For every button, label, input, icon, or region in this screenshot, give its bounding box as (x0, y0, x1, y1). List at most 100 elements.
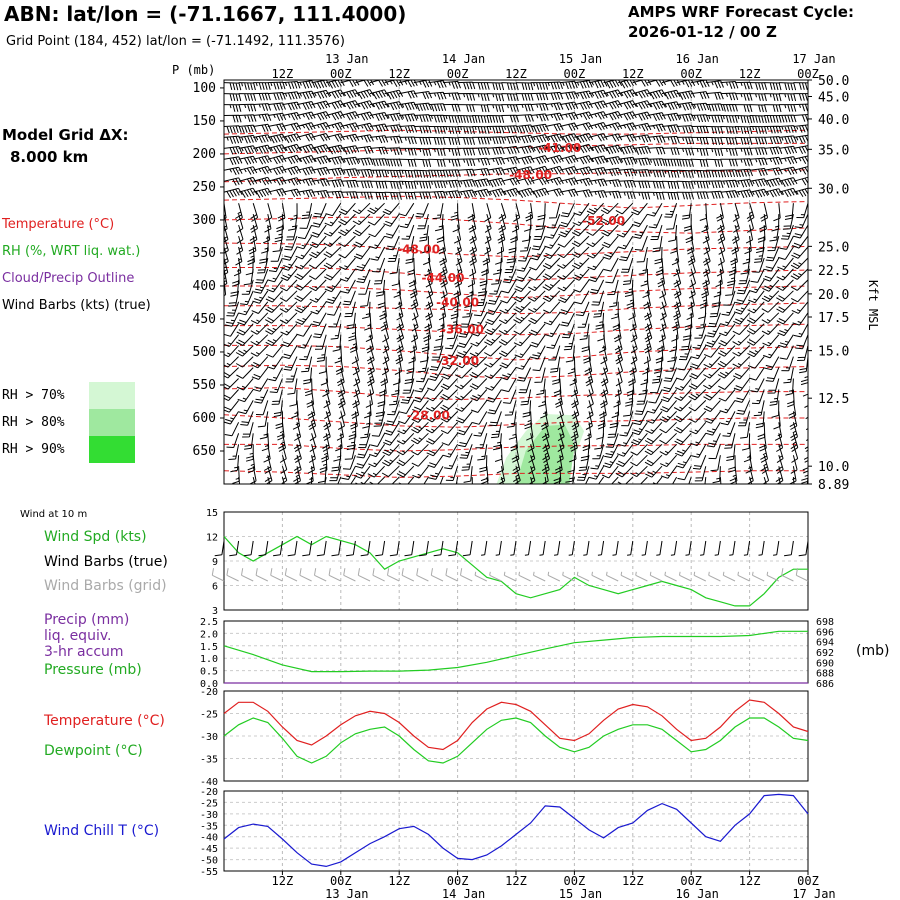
wind-barb (472, 411, 488, 425)
wind-chill-panel: -55-50-45-40-35-30-25-20 (200, 787, 809, 878)
wind-barb (630, 443, 648, 456)
wind-barb (399, 191, 417, 200)
wind-barb (340, 191, 359, 200)
temperature-contour-label: -48.00 (397, 243, 440, 257)
wind-barb (586, 224, 604, 236)
wind-barb (340, 168, 359, 177)
wind-barb (309, 246, 327, 259)
wind-barb (670, 236, 678, 254)
wind-barb (757, 422, 766, 441)
wind-barb (789, 411, 798, 430)
wind-barb (752, 571, 765, 582)
wind-barb (352, 213, 371, 226)
value-tick-label: 3 (212, 606, 218, 617)
height-tick-label: 15.0 (818, 345, 849, 360)
wind-barb (659, 279, 667, 299)
wind-barb (536, 378, 546, 396)
wind-barb (409, 334, 418, 354)
wind-barb (720, 104, 738, 112)
wind-barb (355, 454, 371, 469)
wind-barb (327, 301, 342, 316)
wind-barb (224, 422, 240, 437)
wind-barb (728, 455, 736, 473)
wind-barb (383, 213, 400, 227)
wind-barb (616, 213, 634, 226)
wind-barb (689, 421, 707, 435)
wind-barb (666, 213, 678, 230)
temperature-contour (224, 142, 808, 155)
wind-barb (764, 136, 783, 145)
wind-barb (384, 158, 403, 167)
wind-barb (738, 268, 751, 285)
wind-barb (346, 540, 356, 557)
legend-wind-barbs: Wind Barbs (kts) (true) (2, 298, 151, 313)
wind-barb (700, 540, 707, 556)
wind-barb (807, 136, 808, 138)
wind-barb (468, 213, 477, 233)
wind-barb (362, 301, 371, 319)
wind-barb (238, 103, 257, 112)
wind-barb (255, 568, 269, 582)
wind-barb (749, 115, 767, 124)
wind-barb (793, 323, 808, 338)
wind-barb (428, 126, 446, 134)
wind-barb (556, 400, 564, 420)
wind-barb (597, 411, 606, 430)
wind-barb (238, 301, 254, 316)
wind-barb (500, 476, 504, 484)
wind-barb (720, 190, 739, 199)
wind-barb (486, 389, 502, 403)
wind-barb (469, 356, 488, 368)
wind-barb (781, 224, 794, 240)
temperature-contour-label: -28.00 (407, 408, 450, 422)
wind-barb (338, 246, 356, 259)
height-tick-label: 8.89 (818, 478, 849, 493)
wind-barb (311, 190, 330, 199)
wind-barb (323, 257, 342, 270)
time-tick-label: 00Z (447, 874, 469, 888)
wind-barb (360, 422, 371, 439)
wind-barb (355, 476, 371, 484)
wind-barb (369, 444, 386, 458)
wind-barb (469, 378, 488, 390)
wind-barb (601, 224, 619, 237)
wind-barb (341, 465, 356, 480)
wind-barb (224, 411, 240, 425)
wind-barb (798, 540, 809, 557)
wind-barb (657, 334, 665, 354)
wind-barb (800, 367, 808, 386)
wind-barb (340, 179, 359, 188)
wind-barb (416, 367, 429, 383)
wind-barb (620, 571, 634, 582)
wind-barb (250, 334, 269, 346)
wind-barb (360, 290, 371, 307)
wind-barb (364, 312, 372, 331)
wind-barb (331, 455, 342, 472)
wind-barb (632, 134, 652, 143)
wind-barb (472, 136, 490, 145)
wind-barb (383, 432, 400, 446)
wind-barb (542, 290, 561, 303)
wind-barb (640, 268, 649, 287)
wind-barb (501, 104, 519, 112)
wind-barb (224, 82, 242, 91)
wind-barb (763, 268, 780, 282)
wind-barb (387, 400, 400, 416)
wind-barb (379, 301, 387, 321)
pressure-tick-label: 650 (193, 444, 216, 459)
wind-barb (603, 167, 622, 177)
wind-barb (558, 224, 575, 238)
wind-barb (373, 411, 386, 427)
wind-barb (406, 356, 415, 374)
wind-barb (328, 568, 342, 582)
wind-barb (238, 145, 258, 155)
time-tick-label: 12Z (388, 874, 410, 888)
temperature-contour (224, 242, 808, 258)
wind-barb (459, 444, 473, 459)
wind-barb (426, 389, 444, 402)
wind-barb (250, 312, 269, 325)
wind-barb (741, 433, 751, 451)
wind-barb (705, 158, 724, 167)
wind-barb (527, 301, 546, 313)
wind-barb (600, 389, 608, 409)
